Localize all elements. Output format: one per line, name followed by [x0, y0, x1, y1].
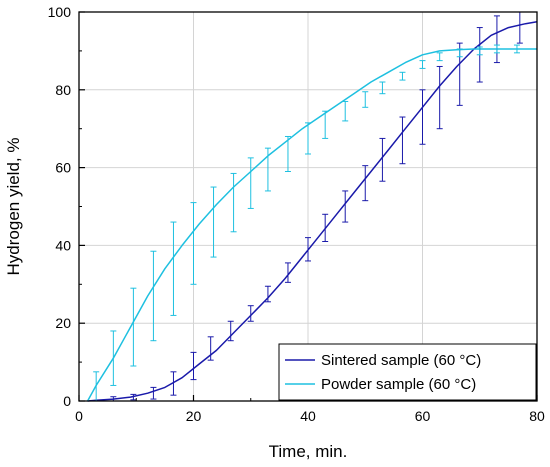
- error-bar: [284, 135, 291, 172]
- error-bar: [362, 91, 369, 108]
- error-bar: [264, 285, 271, 303]
- error-bar: [342, 100, 349, 122]
- error-bar: [190, 202, 197, 285]
- error-bar: [379, 81, 386, 95]
- error-bar: [436, 52, 443, 62]
- error-bar: [264, 147, 271, 192]
- error-bar: [322, 213, 329, 243]
- error-bar: [230, 172, 237, 233]
- error-bar: [130, 393, 137, 401]
- error-bar: [284, 262, 291, 283]
- legend: Sintered sample (60 °C) Powder sample (6…: [278, 343, 537, 401]
- error-bar: [436, 65, 443, 130]
- x-tick-label-60: 60: [415, 408, 431, 424]
- x-tick-label-80: 80: [529, 408, 545, 424]
- x-tick-label-0: 0: [75, 408, 83, 424]
- x-tick-label-20: 20: [186, 408, 202, 424]
- error-bar: [150, 386, 157, 400]
- error-bar: [362, 165, 369, 202]
- legend-label-powder: Powder sample (60 °C): [321, 376, 476, 393]
- error-bars: [93, 11, 523, 402]
- error-bar: [419, 89, 426, 145]
- error-bar: [342, 190, 349, 223]
- error-bar: [379, 137, 386, 182]
- legend-box: [278, 343, 537, 401]
- error-bar: [150, 250, 157, 342]
- error-bar: [210, 186, 217, 258]
- error-bar: [516, 11, 523, 44]
- legend-label-sintered: Sintered sample (60 °C): [321, 352, 481, 369]
- error-bar: [305, 122, 311, 155]
- error-bar: [170, 221, 177, 316]
- error-bar: [476, 46, 483, 56]
- error-bar: [456, 48, 463, 58]
- error-bar: [399, 116, 406, 165]
- error-bar: [207, 336, 214, 361]
- error-bar: [227, 320, 234, 342]
- y-tick-label-80: 80: [55, 82, 71, 98]
- y-axis-title: Hydrogen yield, %: [4, 138, 23, 276]
- y-tick-label-20: 20: [55, 315, 71, 331]
- y-tick-label-60: 60: [55, 160, 71, 176]
- y-tick-label-40: 40: [55, 237, 71, 253]
- error-bar: [493, 15, 500, 64]
- error-bar: [93, 371, 100, 402]
- error-bar: [305, 237, 311, 262]
- grid-lines: [79, 12, 537, 401]
- error-bar: [322, 110, 329, 139]
- x-axis-title: Time, min.: [269, 442, 348, 461]
- error-bar: [399, 71, 406, 81]
- error-bar: [170, 371, 177, 396]
- error-bar: [247, 305, 254, 322]
- error-bar: [110, 330, 117, 386]
- y-tick-label-100: 100: [48, 4, 72, 20]
- error-bar: [247, 157, 254, 209]
- error-bar: [130, 287, 137, 367]
- error-bar: [513, 44, 520, 54]
- error-bar: [190, 351, 197, 381]
- x-tick-label-40: 40: [300, 408, 316, 424]
- axis-ticks: 0 20 40 60 80 0 20 40 60 80 100: [48, 4, 545, 424]
- y-tick-label-0: 0: [63, 393, 71, 409]
- series-line-0: [87, 20, 538, 402]
- error-bar: [419, 60, 426, 69]
- error-bar: [493, 44, 500, 54]
